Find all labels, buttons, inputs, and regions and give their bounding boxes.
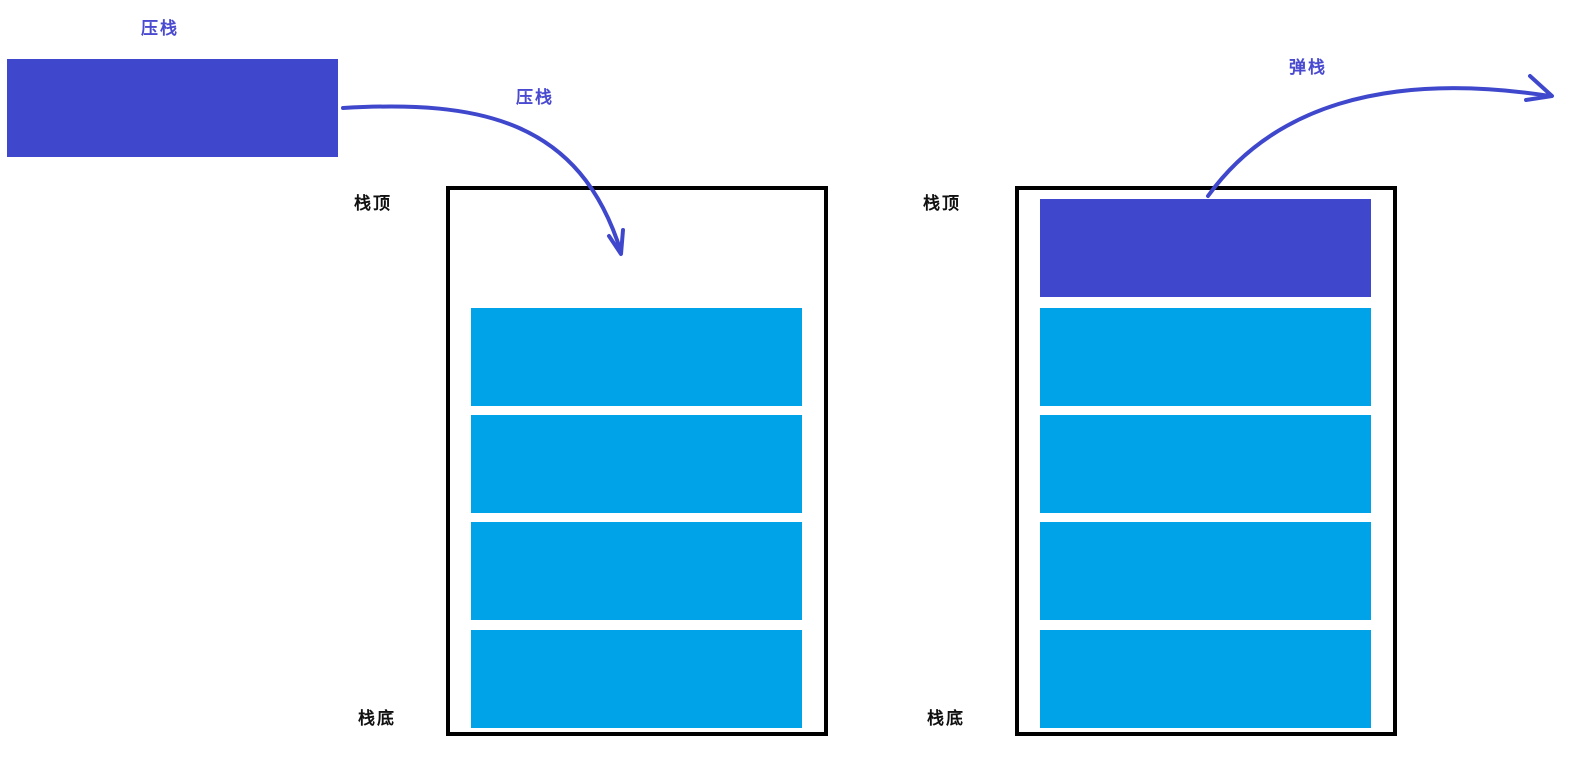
right-stack-element <box>1040 522 1371 620</box>
pop-arrow-head <box>1524 74 1554 102</box>
right-stack-top-label: 栈顶 <box>923 194 961 214</box>
pop-arrow <box>1206 86 1552 198</box>
right-stack-element <box>1040 415 1371 513</box>
left-stack-top-label: 栈顶 <box>354 194 392 214</box>
right-stack-bottom-label: 栈底 <box>927 709 965 729</box>
push-label-top: 压栈 <box>141 19 179 39</box>
push-arrow-label: 压栈 <box>516 88 554 108</box>
left-stack-element <box>471 308 802 406</box>
left-stack-bottom-label: 栈底 <box>358 709 396 729</box>
right-stack-element <box>1040 630 1371 728</box>
left-stack-element <box>471 630 802 728</box>
incoming-element <box>7 59 338 157</box>
pop-arrow-label: 弹栈 <box>1289 58 1327 78</box>
left-stack-element <box>471 415 802 513</box>
right-stack-top-element <box>1040 199 1371 297</box>
left-stack-element <box>471 522 802 620</box>
right-stack-element <box>1040 308 1371 406</box>
